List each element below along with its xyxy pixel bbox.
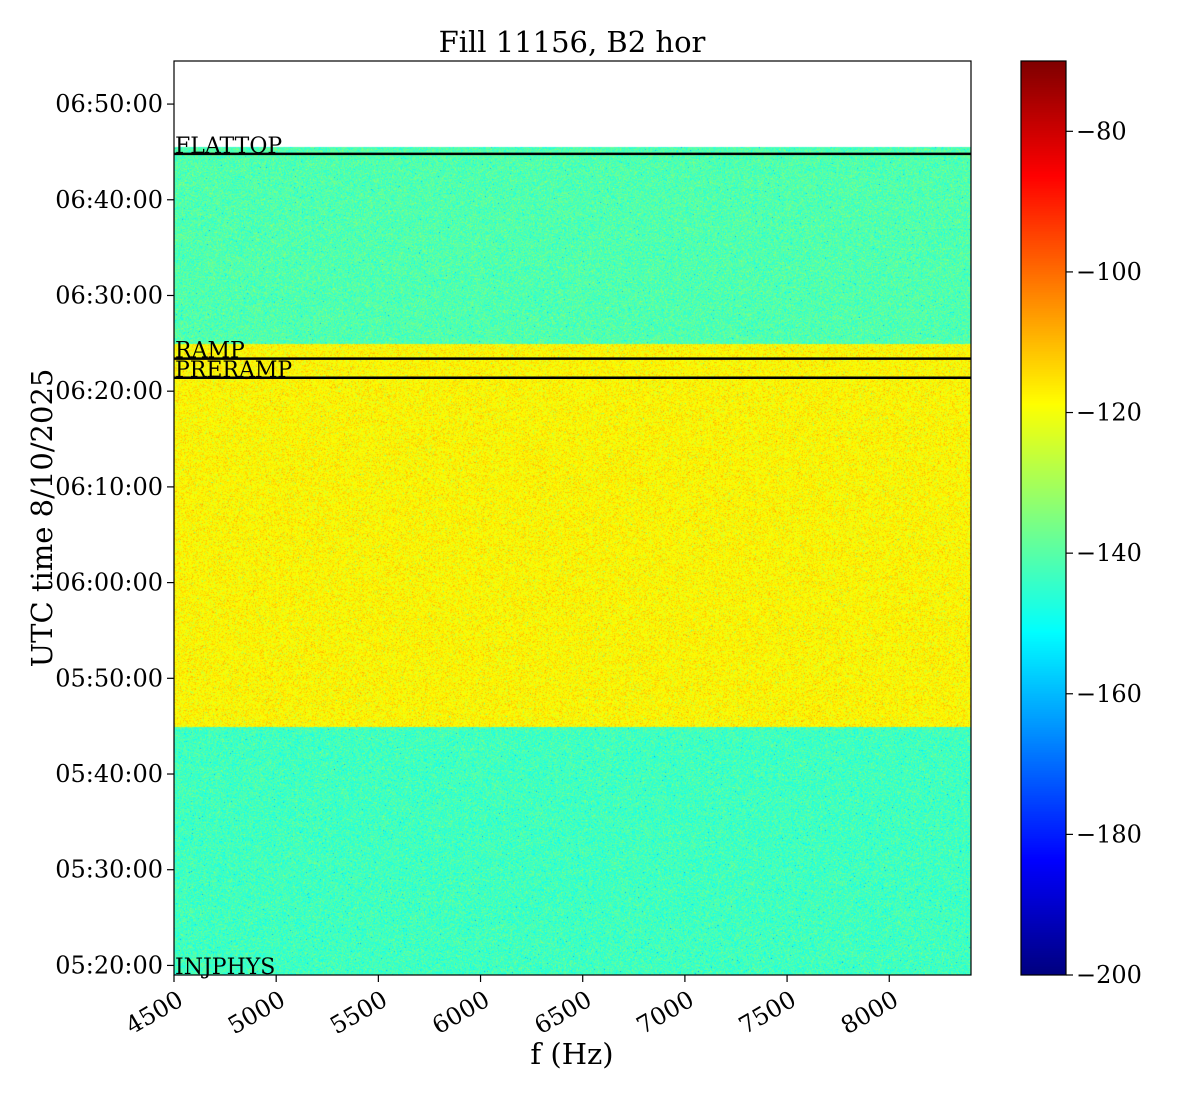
heatmap-raster <box>174 61 971 975</box>
phase-label-preramp: PRERAMP <box>175 358 292 383</box>
y-tick-label: 06:00:00 <box>55 569 163 597</box>
phase-label-ramp: RAMP <box>175 339 245 364</box>
colorbar-ticks: −80 −100 −120 −140 −160 −180 −200 <box>1066 117 1142 989</box>
y-axis: 05:20:00 05:30:00 05:40:00 05:50:00 06:00:00… <box>55 90 174 979</box>
y-tick-label: 05:30:00 <box>55 856 163 884</box>
colorbar-tick-label: −120 <box>1076 399 1142 427</box>
colorbar-canvas <box>1021 61 1066 975</box>
y-tick-label: 06:20:00 <box>55 377 163 405</box>
colorbar-tick-label: −160 <box>1076 680 1142 708</box>
y-axis-label: UTC time 8/10/2025 <box>25 369 59 668</box>
y-tick-label: 05:20:00 <box>55 951 163 979</box>
heatmap-canvas <box>174 61 971 975</box>
colorbar-tick-label: −200 <box>1076 961 1142 989</box>
x-axis-label: f (Hz) <box>530 1037 613 1071</box>
y-tick-label: 06:30:00 <box>55 281 163 309</box>
heatmap <box>174 61 971 975</box>
colorbar-tick-label: −80 <box>1076 117 1127 145</box>
colorbar-tick-label: −180 <box>1076 820 1142 848</box>
colorbar-tick-label: −100 <box>1076 258 1142 286</box>
y-tick-label: 05:40:00 <box>55 760 163 788</box>
phase-label-flattop: FLATTOP <box>175 134 282 159</box>
plot-frame <box>173 60 972 976</box>
y-tick-label: 05:50:00 <box>55 664 163 692</box>
y-tick-label: 06:40:00 <box>55 186 163 214</box>
y-tick-label: 06:50:00 <box>55 90 163 118</box>
phase-label-injphys: INJPHYS <box>175 955 275 980</box>
colorbar-gradient <box>1021 61 1066 975</box>
colorbar: −80 −100 −120 −140 −160 −180 −200 <box>1020 60 1142 989</box>
colorbar-frame <box>1020 60 1067 976</box>
y-tick-label: 06:10:00 <box>55 473 163 501</box>
colorbar-tick-label: −140 <box>1076 539 1142 567</box>
chart-title: Fill 11156, B2 hor <box>439 25 706 59</box>
